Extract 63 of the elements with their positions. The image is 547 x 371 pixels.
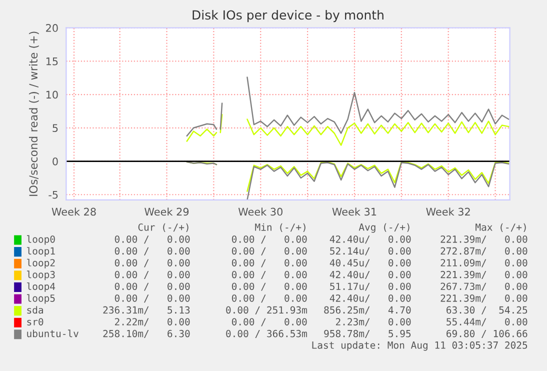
legend-label: loop4 [27, 282, 56, 292]
y-tick-label: 15 [46, 58, 58, 66]
y-tick-label: 10 [46, 90, 58, 99]
text: 856.25m/ 4.70 [324, 306, 411, 314]
chart-title: Disk IOs per device - by month [192, 10, 384, 22]
text: 0.00 / 0.00 [232, 247, 307, 256]
text: 0.00 / 0.00 [232, 294, 307, 303]
text: 42.40u/ 0.00 [330, 270, 411, 280]
y-axis-title: IOs/second read (-) / write (+) [28, 32, 39, 196]
text: 221.39m/ 0.00 [440, 235, 528, 244]
text: 0.00 / 0.00 [232, 270, 307, 280]
text: Max (-/+) [476, 223, 526, 232]
legend-label: ubuntu-lv [27, 330, 78, 338]
y-tick-label: -5 [48, 190, 58, 199]
y-tick-label: 20 [46, 24, 58, 32]
y-tick-label: 0 [52, 157, 58, 166]
text: 0.00 / 0.00 [114, 259, 190, 268]
text: 0.00 / 366.53m [226, 330, 307, 338]
text: Min (-/+) [255, 223, 306, 232]
text: 52.14u/ 0.00 [330, 247, 411, 256]
x-tick-label: Week 29 [144, 208, 189, 216]
legend-label: sda [27, 306, 43, 314]
text: 42.40u/ 0.00 [330, 294, 411, 303]
text: 0.00 / 0.00 [114, 235, 190, 244]
text: 267.73m/ 0.00 [440, 282, 528, 291]
x-tick-label: Week 31 [332, 208, 376, 216]
text: 272.87m/ 0.00 [440, 247, 528, 256]
text: 0.00 / 0.00 [232, 282, 307, 291]
y-tick-label: 5 [52, 124, 58, 132]
text: 40.45u/ 0.00 [330, 259, 411, 268]
text: 69.80 / 106.66 [446, 330, 528, 338]
x-tick-label: Week 32 [426, 208, 470, 216]
legend-label: loop2 [27, 258, 55, 268]
text: 0.00 / 0.00 [114, 247, 190, 256]
text: Cur (-/+) [138, 223, 188, 232]
text: 63.30 / 54.25 [446, 306, 528, 314]
text: Avg (-/+) [358, 223, 410, 233]
text: 0.00 / 251.93m [226, 306, 307, 314]
text: 0.00 / 0.00 [232, 318, 307, 326]
text: 236.31m/ 5.13 [103, 306, 190, 314]
text: 42.40u/ 0.00 [330, 235, 411, 244]
legend-label: loop3 [27, 270, 55, 280]
text: 0.00 / 0.00 [114, 270, 190, 280]
text: 958.78m/ 5.95 [324, 330, 411, 338]
text: 0.00 / 0.00 [114, 282, 190, 291]
text: 0.00 / 0.00 [114, 294, 190, 303]
text: 51.17u/ 0.00 [330, 282, 411, 291]
text: 211.09m/ 0.00 [440, 259, 528, 268]
text: 258.10m/ 6.30 [103, 330, 190, 338]
text: Last update: Mon Aug 11 03:05:37 2025 [312, 341, 528, 351]
text: 221.39m/ 0.00 [440, 294, 528, 303]
text: 0.00 / 0.00 [232, 235, 307, 244]
legend-label: loop5 [27, 294, 55, 304]
text: 0.00 / 0.00 [232, 259, 307, 268]
text: 221.39m/ 0.00 [440, 270, 528, 280]
text: 2.22m/ 0.00 [114, 318, 190, 326]
x-tick-label: Week 30 [238, 208, 282, 216]
legend-label: sr0 [27, 318, 44, 326]
text: 55.44m/ 0.00 [446, 318, 528, 326]
legend-label: loop1 [27, 247, 55, 257]
x-tick-label: Week 28 [52, 208, 96, 216]
text: 2.23m/ 0.00 [336, 318, 411, 326]
legend-label: loop0 [27, 235, 55, 245]
